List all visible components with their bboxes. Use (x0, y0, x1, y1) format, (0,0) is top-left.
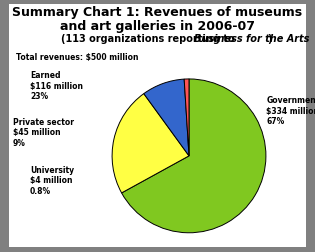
Text: Earned
$116 million
23%: Earned $116 million 23% (30, 71, 83, 101)
Text: Business for the Arts: Business for the Arts (194, 34, 309, 44)
Text: Private sector
$45 million
9%: Private sector $45 million 9% (13, 117, 74, 147)
Text: ): ) (267, 34, 272, 44)
Text: Total revenues: $500 million: Total revenues: $500 million (16, 53, 138, 62)
Text: (113 organizations reporting to: (113 organizations reporting to (61, 34, 238, 44)
Wedge shape (122, 80, 266, 233)
Text: University
$4 million
0.8%: University $4 million 0.8% (30, 165, 74, 195)
Text: Summary Chart 1: Revenues of museums: Summary Chart 1: Revenues of museums (12, 6, 303, 19)
Wedge shape (112, 94, 189, 193)
Text: and art galleries in 2006-07: and art galleries in 2006-07 (60, 20, 255, 33)
Wedge shape (144, 80, 189, 156)
Wedge shape (184, 80, 189, 156)
Text: Government
$334 million
67%: Government $334 million 67% (266, 96, 315, 126)
